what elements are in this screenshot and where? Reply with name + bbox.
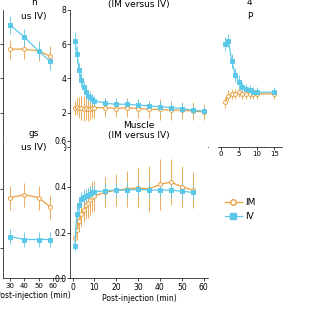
Legend: IM, IV: IM, IV	[225, 198, 256, 221]
Title: Muscle
(IM versus IV): Muscle (IM versus IV)	[108, 121, 170, 140]
Title: Kidneys
(IM versus IV): Kidneys (IM versus IV)	[108, 0, 170, 9]
Text: gs: gs	[28, 129, 39, 138]
Text: P: P	[247, 12, 252, 20]
Text: 4: 4	[247, 0, 252, 7]
X-axis label: Post-injection (min): Post-injection (min)	[0, 291, 71, 300]
Text: us IV): us IV)	[21, 143, 46, 152]
X-axis label: Post-injection (min): Post-injection (min)	[102, 294, 177, 303]
Text: n: n	[31, 0, 36, 7]
Text: us IV): us IV)	[21, 12, 46, 20]
